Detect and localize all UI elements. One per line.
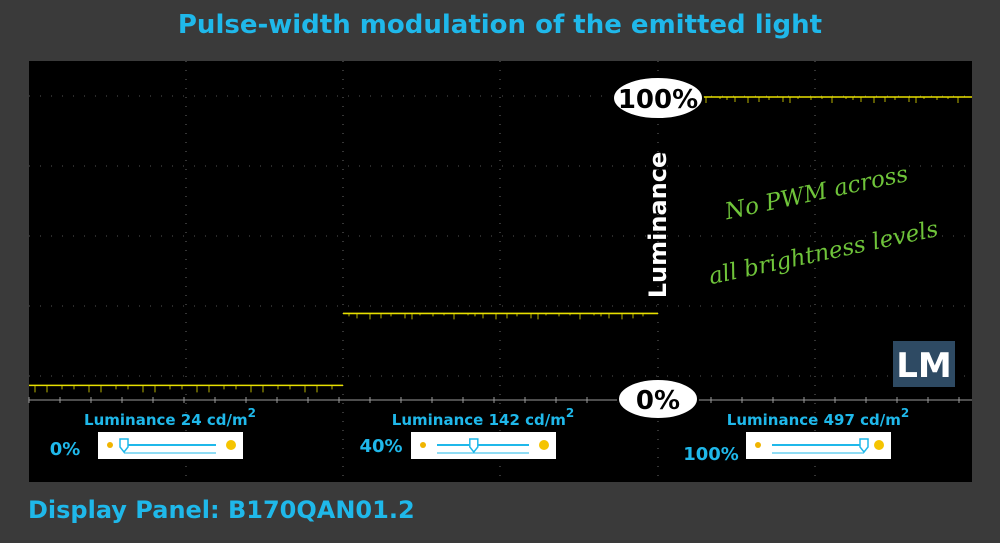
chart-title: Pulse-width modulation of the emitted li… [177,10,823,40]
slider-knob [859,438,869,454]
traces [29,96,972,393]
lm-logo-box [893,341,955,387]
sun-small-icon [107,442,113,448]
scope-screen [29,61,972,482]
brightness-label-2: 100% [683,444,739,465]
display-panel-label: Display Panel: B170QAN01.2 [28,496,415,524]
superscript: 2 [901,406,909,420]
lm-logo: LM [896,346,952,386]
brightness-label-1: 40% [359,436,402,457]
superscript: 2 [248,406,256,420]
slider-knob [469,438,479,454]
grid [28,61,972,482]
superscript: 2 [566,406,574,420]
labels: Luminance 24 cd/m20% Luminance 142 cd/m2 4… [50,406,909,465]
sun-large-icon [539,440,549,450]
marker-bottom-label: 0% [636,386,680,416]
luminance-label-2: Luminance 497 cd/m2 [727,406,909,429]
sun-large-icon [226,440,236,450]
sun-small-icon [420,442,426,448]
sun-small-icon [755,442,761,448]
marker-bottom-oval [617,378,699,420]
sun-large-icon [874,440,884,450]
marker-top-oval [612,76,704,120]
y-axis-label: Luminance [644,152,672,298]
luminance-label-1: Luminance 142 cd/m2 [392,406,574,429]
slider-knob [119,438,129,454]
brightness-label-0: 0% [50,439,81,460]
luminance-label-0: Luminance 24 cd/m2 [84,406,256,429]
marker-top-label: 100% [618,85,698,115]
